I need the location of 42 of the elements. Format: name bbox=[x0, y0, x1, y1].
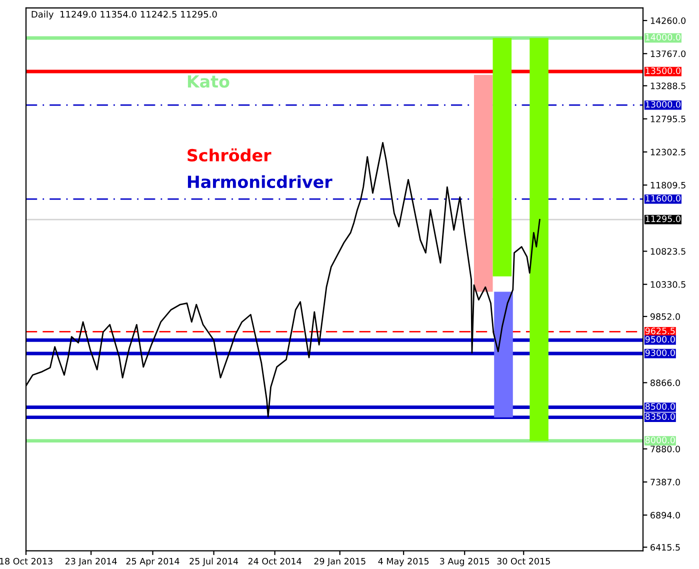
ref-line-label: 9500.0 bbox=[645, 336, 675, 343]
y-tick-label: 11809.5 bbox=[650, 182, 686, 188]
y-tick-label: 7880.0 bbox=[650, 446, 680, 452]
y-tick-label: 10823.5 bbox=[650, 248, 686, 255]
annotation: Kato bbox=[188, 75, 230, 88]
x-tick-label: 3 Aug 2015 bbox=[440, 558, 490, 566]
y-tick-label: 8866.0 bbox=[650, 380, 680, 386]
x-tick-label: 4 May 2015 bbox=[378, 558, 429, 566]
y-tick-label: 9852.0 bbox=[650, 313, 680, 320]
annotation: Harmonicdriver bbox=[188, 175, 332, 188]
y-tick-label: 7387.0 bbox=[650, 478, 680, 486]
ref-line-label: 13500.0 bbox=[646, 67, 680, 74]
y-tick-label: 10330.5 bbox=[650, 281, 686, 288]
x-tick-label: 29 Jan 2015 bbox=[314, 558, 366, 566]
y-tick-label: 12302.5 bbox=[650, 148, 686, 156]
ref-line-label: 8000.0 bbox=[645, 436, 675, 444]
x-tick-label: 25 Jul 2014 bbox=[190, 558, 238, 566]
x-tick-label: 30 Oct 2015 bbox=[497, 558, 550, 565]
x-tick-label: 24 Oct 2014 bbox=[248, 558, 302, 565]
y-tick-label: 13767.0 bbox=[650, 50, 686, 58]
x-tick-label: 23 Jan 2014 bbox=[65, 558, 117, 566]
y-tick-label: 14260.0 bbox=[650, 17, 686, 24]
y-tick-label: 13288.5 bbox=[650, 82, 686, 90]
y-tick-label: 6415.5 bbox=[650, 544, 680, 551]
ref-line-label: 8500.0 bbox=[645, 403, 675, 410]
chart-title: Daily 11249.0 11354.0 11242.5 11295.0 bbox=[32, 10, 217, 20]
ref-line-label: 11295.0 bbox=[646, 216, 680, 222]
bar bbox=[474, 74, 493, 292]
ref-line-label: 9625.5 bbox=[645, 328, 675, 334]
y-tick-label: 12795.5 bbox=[650, 116, 686, 122]
ref-line-label: 8350.0 bbox=[645, 413, 675, 420]
y-tick-label: 6894.0 bbox=[650, 512, 680, 519]
ref-line-label: 13000.0 bbox=[646, 101, 680, 108]
x-tick-label: 25 Apr 2014 bbox=[126, 558, 180, 566]
annotation: Schröder bbox=[188, 148, 272, 162]
ref-line-label: 11600.0 bbox=[646, 195, 680, 202]
bar bbox=[494, 292, 513, 418]
bar bbox=[530, 38, 548, 441]
x-tick-label: 18 Oct 2013 bbox=[0, 558, 52, 565]
bar bbox=[492, 38, 512, 276]
ref-line-label: 14000.0 bbox=[646, 34, 680, 41]
ref-line-label: 9300.0 bbox=[645, 349, 675, 356]
